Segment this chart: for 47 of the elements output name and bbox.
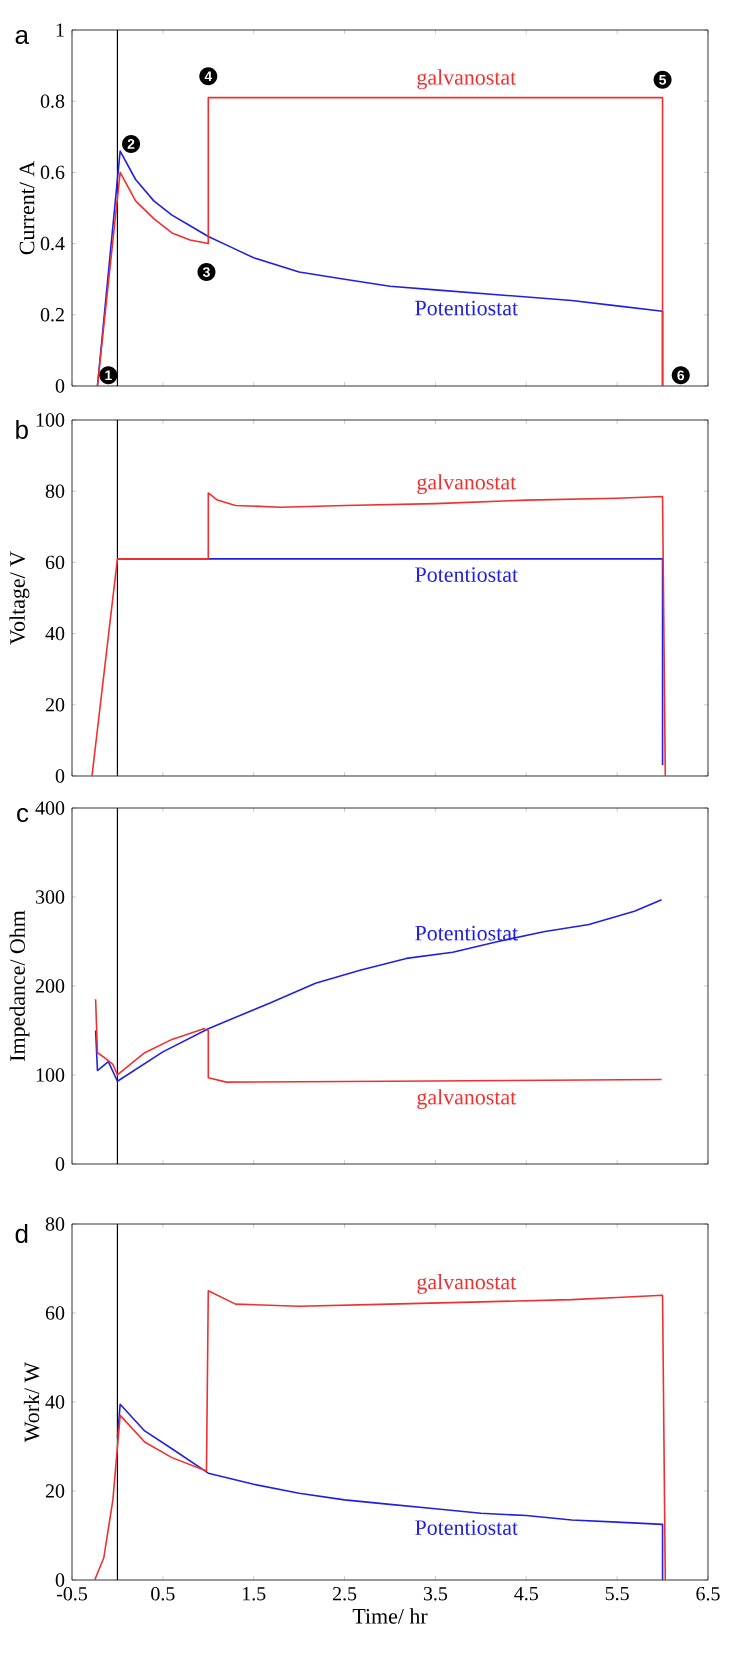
chart-title: c [17, 807, 29, 823]
series-label: Potentiostat [415, 567, 518, 582]
series-label: galvanostat [417, 69, 517, 90]
y-tick-label: 0.6 [40, 165, 65, 180]
x-tick-label: 0.5 [151, 1587, 175, 1601]
y-tick-label: 0 [55, 1573, 65, 1587]
y-tick-label: 100 [36, 1068, 65, 1082]
series-label: Potentiostat [415, 925, 518, 941]
y-tick-label: 1 [56, 23, 64, 37]
y-axis-title: Current/ A [19, 160, 35, 255]
y-tick-label: 0 [55, 1157, 65, 1171]
y-axis-title: Impedance/ Ohm [9, 910, 30, 1061]
y-tick-label: 0 [55, 379, 65, 393]
y-tick-label: 300 [36, 890, 65, 904]
y-tick-label: 80 [45, 1217, 65, 1231]
series-label: galvanostat [417, 474, 517, 495]
x-tick-label: 3.5 [423, 1587, 448, 1601]
y-tick-label: 0.4 [40, 236, 65, 251]
y-tick-label: 0 [55, 769, 65, 783]
y-tick-label: 80 [45, 484, 65, 498]
chart-title: d [15, 1223, 28, 1243]
x-tick-label: -0.5 [56, 1587, 87, 1601]
chart-title: a [15, 29, 29, 45]
y-axis-title: Voltage/ V [9, 551, 30, 645]
y-tick-label: 400 [35, 801, 65, 815]
y-tick-label: 200 [35, 979, 65, 993]
series-label: galvanostat [417, 1273, 517, 1294]
y-tick-label: 100 [36, 413, 65, 427]
y-tick-label: 60 [45, 555, 65, 570]
y-tick-label: 0.2 [40, 308, 64, 322]
series-label: Potentiostat [415, 300, 518, 316]
y-tick-label: 40 [45, 1395, 65, 1409]
x-tick-label: 6.5 [696, 1587, 720, 1601]
y-tick-label: 20 [45, 698, 65, 712]
series-label: galvanostat [417, 1089, 517, 1110]
x-tick-label: 4.5 [514, 1587, 538, 1601]
y-tick-label: 60 [45, 1306, 65, 1320]
y-tick-label: 20 [45, 1484, 65, 1498]
x-tick-label: 2.5 [332, 1587, 357, 1601]
y-tick-label: 0.8 [40, 94, 65, 108]
series-label: Potentiostat [415, 1520, 518, 1535]
x-tick-label: 5.5 [605, 1587, 629, 1601]
x-axis-title: Time/ hr [352, 1608, 428, 1624]
y-tick-label: 40 [45, 626, 65, 641]
chart-title: b [16, 419, 28, 439]
y-axis-title: Work/ W [23, 1361, 40, 1443]
x-tick-label: 1.5 [243, 1587, 266, 1601]
